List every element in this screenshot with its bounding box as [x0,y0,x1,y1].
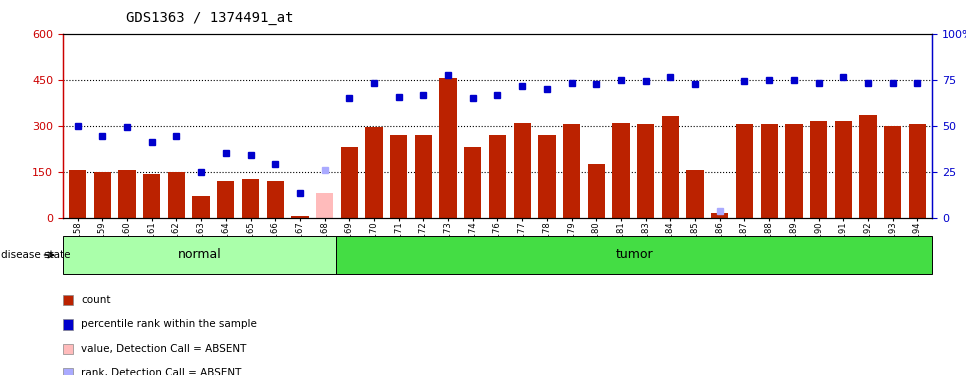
Bar [390,135,408,218]
Text: normal: normal [178,249,221,261]
Bar [538,135,555,218]
Bar [365,127,383,218]
Bar [687,170,703,217]
Text: rank, Detection Call = ABSENT: rank, Detection Call = ABSENT [81,368,242,375]
Bar [860,115,876,218]
Text: tumor: tumor [615,249,653,261]
Bar [563,124,581,218]
Bar [341,147,358,218]
Bar [514,123,531,218]
Bar [489,135,506,218]
Bar [587,164,605,218]
Bar [662,116,679,218]
Bar [267,181,284,218]
Bar [711,213,728,217]
Text: percentile rank within the sample: percentile rank within the sample [81,320,257,329]
Bar [192,196,210,217]
Bar [292,216,308,217]
Bar [909,124,926,218]
Bar [119,170,135,217]
Bar [69,170,86,217]
Bar [464,147,481,218]
Bar [440,78,457,218]
Text: GDS1363 / 1374491_at: GDS1363 / 1374491_at [126,11,293,25]
Bar [94,172,111,217]
Bar [242,179,259,218]
Bar [835,121,852,218]
Bar [760,124,778,218]
Bar [316,193,333,217]
Bar [217,181,235,218]
Text: disease state: disease state [1,250,71,260]
Bar [168,172,185,217]
Bar [143,174,160,217]
Bar [612,123,630,218]
Bar [414,135,432,218]
Bar [736,124,753,218]
Bar [810,121,827,218]
Text: value, Detection Call = ABSENT: value, Detection Call = ABSENT [81,344,246,354]
Bar [637,124,654,218]
Bar [785,124,803,218]
Text: count: count [81,295,111,305]
Bar [63,236,336,274]
Bar [336,236,932,274]
Bar [884,126,901,218]
